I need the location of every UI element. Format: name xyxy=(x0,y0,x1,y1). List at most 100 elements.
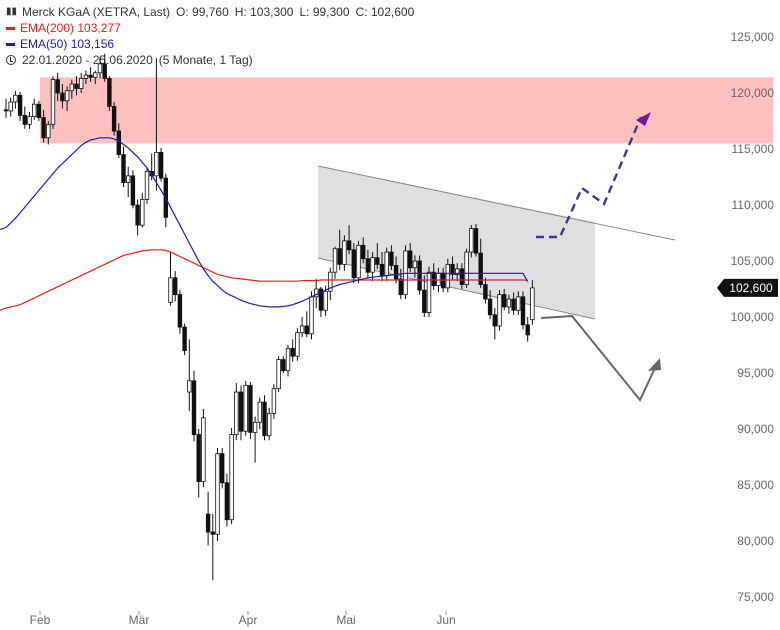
y-tick-label: 105,000 xyxy=(731,254,775,268)
candle-body xyxy=(459,268,465,285)
candle-body xyxy=(346,240,352,251)
candle-body xyxy=(478,252,483,285)
candle-body xyxy=(384,251,389,276)
candle-body xyxy=(191,380,197,435)
ema50-line xyxy=(0,137,529,308)
candle-body xyxy=(266,412,272,437)
candle-body xyxy=(205,513,211,533)
candle-body xyxy=(130,175,136,206)
candle-body xyxy=(252,421,258,433)
x-tick-label: Mär xyxy=(129,613,150,627)
candle-body xyxy=(168,277,173,303)
candle-body xyxy=(281,359,286,372)
x-tick-label: Feb xyxy=(30,613,51,627)
candle-body xyxy=(360,244,366,260)
candle-body xyxy=(8,101,13,112)
candle-body xyxy=(431,271,436,287)
candle-body xyxy=(238,391,244,432)
candle-body xyxy=(111,106,117,132)
last-price-label: 102,600 xyxy=(729,281,773,295)
candle-body xyxy=(50,79,56,125)
candle-body xyxy=(530,287,535,321)
ema200-value: 103,277 xyxy=(77,21,121,35)
candle-body xyxy=(140,198,145,226)
candle-body xyxy=(492,314,497,327)
candle-body xyxy=(337,248,342,265)
open-value: O: 99,760 xyxy=(176,5,229,19)
y-axis: 125,000 120,000 115,000 110,000 105,000 100,0… xyxy=(731,30,775,604)
chart-header: ▮▮ Merck KGaA (XETRA, Last) O: 99,760 H:… xyxy=(6,4,414,68)
candle-body xyxy=(323,290,328,311)
candle-body xyxy=(318,288,324,311)
candle-body xyxy=(299,325,305,334)
candle-body xyxy=(135,204,140,226)
candle-body xyxy=(309,296,314,335)
candle-body xyxy=(55,79,60,94)
candle-body xyxy=(201,417,206,483)
candle-body xyxy=(351,249,356,279)
candle-body xyxy=(516,296,521,311)
candle-body xyxy=(144,170,150,200)
y-tick-label: 110,000 xyxy=(732,198,775,212)
bearish-scenario-arrow xyxy=(540,314,657,402)
y-tick-label: 100,000 xyxy=(731,310,775,324)
ema200-line xyxy=(0,249,528,311)
candle-body xyxy=(426,271,432,313)
candle-body xyxy=(525,324,530,336)
candle-body xyxy=(262,401,267,437)
candle-body xyxy=(487,298,493,316)
candle-body xyxy=(215,453,220,535)
candle-body xyxy=(27,116,32,125)
candle-body xyxy=(243,384,248,432)
candle-body xyxy=(520,296,526,326)
candle-body xyxy=(290,347,295,357)
x-tick-label: Apr xyxy=(239,613,258,627)
candle-body xyxy=(248,384,253,433)
candle-body xyxy=(271,388,277,414)
candle-body xyxy=(93,72,98,78)
candle-body xyxy=(41,117,46,139)
bars-icon: ▮▮ xyxy=(6,6,18,17)
candle-body xyxy=(74,83,79,89)
candle-body xyxy=(64,90,70,102)
candle-body xyxy=(469,228,474,253)
candle-body xyxy=(450,263,455,275)
ema50-legend: EMA(50) 103,156 xyxy=(6,36,414,52)
candle-body xyxy=(36,103,42,119)
y-tick-label: 120,000 xyxy=(731,86,775,100)
candle-body xyxy=(17,94,23,116)
candle-body xyxy=(13,94,18,103)
candle-body xyxy=(187,380,192,393)
candle-body xyxy=(22,115,27,125)
candle-body xyxy=(342,240,347,265)
candle-body xyxy=(407,250,413,269)
y-tick-label: 80,000 xyxy=(737,534,774,548)
date-range: 22.01.2020 - 25.06.2020 xyxy=(22,53,153,67)
ema200-label: EMA(200) xyxy=(20,21,75,35)
candle-body xyxy=(285,347,291,372)
candle-body xyxy=(83,74,89,79)
channel-upper-line xyxy=(317,165,676,241)
period-info: (5 Monate, 1 Tag) xyxy=(158,53,253,67)
candle-body xyxy=(398,278,403,296)
close-value: C: 102,600 xyxy=(355,5,415,19)
candle-body xyxy=(196,434,201,483)
candle-body xyxy=(177,294,183,328)
high-value: H: 103,300 xyxy=(234,5,294,19)
candle-body xyxy=(219,453,225,484)
candle-body xyxy=(172,277,178,295)
candle-body xyxy=(412,260,418,269)
channel-lower-line xyxy=(317,257,596,320)
candle-body xyxy=(121,154,126,184)
candle-body xyxy=(356,244,361,279)
candle-body xyxy=(88,74,93,78)
candle-body xyxy=(511,298,516,311)
candle-body xyxy=(154,151,159,177)
candle-body xyxy=(126,175,131,184)
bullish-arrowhead xyxy=(636,112,651,126)
candle-body xyxy=(69,83,74,92)
candle-body xyxy=(370,257,375,273)
candle-body xyxy=(328,271,333,292)
ema50-value: 103,156 xyxy=(70,37,115,51)
